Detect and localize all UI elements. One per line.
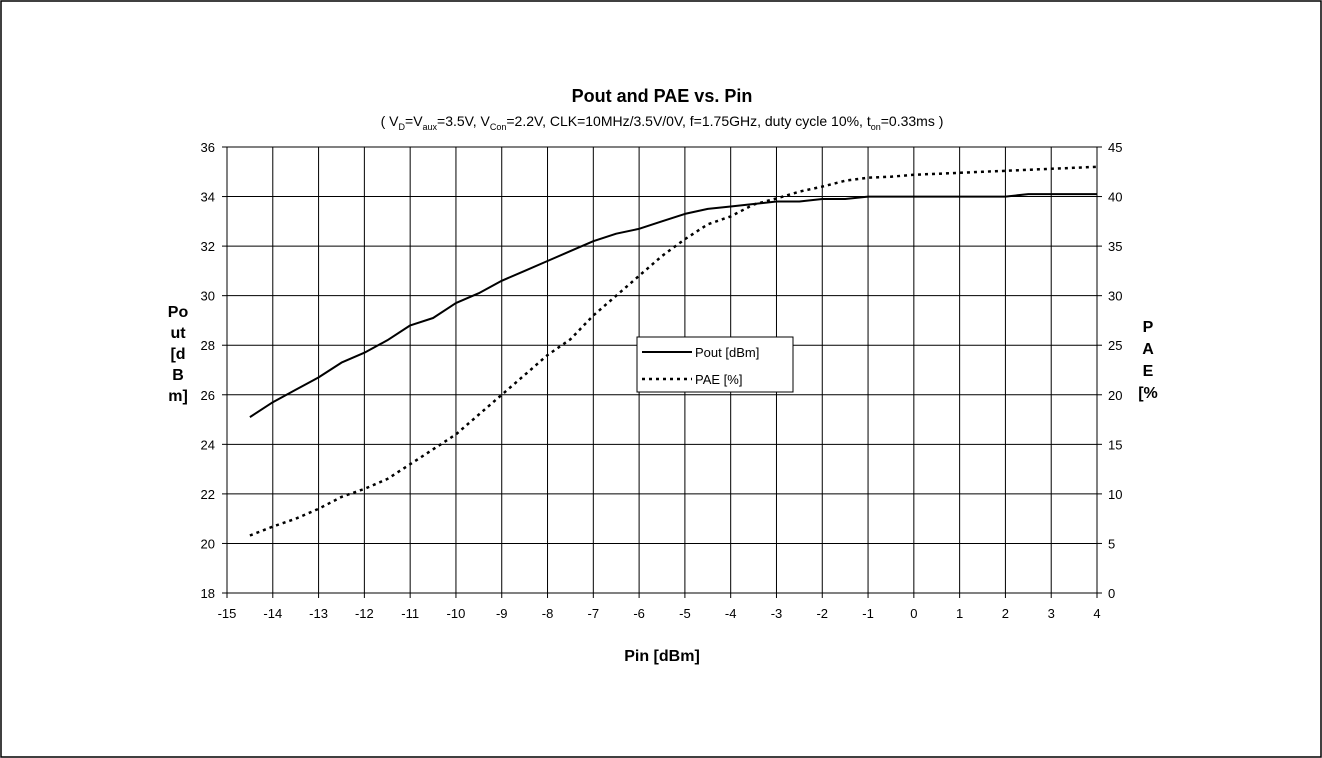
x-tick-label-15: 0 — [910, 606, 917, 621]
right-y-axis-title-line-1: A — [1142, 341, 1154, 358]
x-tick-label-18: 3 — [1048, 606, 1055, 621]
x-tick-label-6: -9 — [496, 606, 508, 621]
right-y-tick-label-7: 35 — [1108, 239, 1122, 254]
left-y-axis-title-line-1: ut — [170, 325, 186, 342]
chart-title: Pout and PAE vs. Pin — [572, 86, 753, 106]
x-tick-label-17: 2 — [1002, 606, 1009, 621]
right-y-axis-title-line-2: E — [1143, 363, 1154, 380]
left-y-axis-title-line-0: Po — [168, 304, 189, 321]
x-tick-label-9: -6 — [633, 606, 645, 621]
x-tick-label-0: -15 — [218, 606, 237, 621]
left-y-tick-label-6: 30 — [201, 289, 215, 304]
x-tick-label-13: -2 — [816, 606, 828, 621]
right-y-tick-label-0: 0 — [1108, 586, 1115, 601]
left-y-axis-title-line-3: B — [172, 367, 184, 384]
chart-subtitle: ( VD=Vaux=3.5V, VCon=2.2V, CLK=10MHz/3.5… — [381, 113, 944, 132]
left-y-axis-ticks: 18 20 22 24 26 28 30 32 34 36 — [201, 140, 227, 601]
right-y-tick-label-8: 40 — [1108, 190, 1122, 205]
plot-area-border — [226, 146, 1098, 594]
series-line-pae — [249, 165, 1098, 537]
x-tick-label-7: -8 — [542, 606, 554, 621]
left-y-tick-label-5: 28 — [201, 338, 215, 353]
x-tick-label-2: -13 — [309, 606, 328, 621]
left-y-axis-title: Po ut [d Bm] — [168, 304, 189, 405]
x-tick-label-11: -4 — [725, 606, 737, 621]
right-y-tick-label-5: 25 — [1108, 338, 1122, 353]
legend: Pout [dBm] PAE [%] — [636, 336, 794, 393]
right-y-axis-ticks: 0 5 10 15 20 25 30 35 40 45 — [1097, 140, 1122, 601]
left-y-tick-label-8: 34 — [201, 190, 215, 205]
x-axis-title: Pin [dBm] — [624, 648, 700, 665]
left-y-tick-label-9: 36 — [201, 140, 215, 155]
legend-box — [636, 336, 794, 393]
x-tick-label-5: -10 — [447, 606, 466, 621]
right-y-axis-title: PAE [% — [1138, 319, 1158, 402]
series-line-pout — [249, 193, 1097, 418]
x-tick-label-12: -3 — [771, 606, 783, 621]
left-y-axis-title-line-4: m] — [168, 388, 188, 405]
right-y-axis-title-line-3: [% — [1138, 385, 1158, 402]
x-tick-label-14: -1 — [862, 606, 874, 621]
x-tick-label-19: 4 — [1093, 606, 1100, 621]
left-y-axis-title-line-2: [d — [170, 346, 185, 363]
right-y-tick-label-2: 10 — [1108, 487, 1122, 502]
right-y-tick-label-3: 15 — [1108, 437, 1122, 452]
right-y-axis-title-line-0: P — [1143, 319, 1154, 336]
x-tick-label-8: -7 — [588, 606, 600, 621]
x-tick-label-3: -12 — [355, 606, 374, 621]
left-y-tick-label-4: 26 — [201, 388, 215, 403]
left-y-tick-label-0: 18 — [201, 586, 215, 601]
x-tick-label-1: -14 — [263, 606, 282, 621]
legend-label-pout: Pout [dBm] — [695, 345, 759, 360]
left-y-tick-label-1: 20 — [201, 536, 215, 551]
left-y-tick-label-3: 24 — [201, 437, 215, 452]
right-y-tick-label-9: 45 — [1108, 140, 1122, 155]
series-lines — [249, 165, 1098, 537]
legend-label-pae: PAE [%] — [695, 372, 742, 387]
x-tick-label-10: -5 — [679, 606, 691, 621]
x-tick-label-4: -11 — [401, 606, 419, 621]
right-y-tick-label-1: 5 — [1108, 536, 1115, 551]
right-y-tick-label-6: 30 — [1108, 289, 1122, 304]
x-axis-ticks: -15 -14 -13 -12 -11 -10 -9 -8 -7 -6 -5 -4 -3 -2 -1 0 1 2 3… — [218, 593, 1101, 621]
left-y-tick-label-2: 22 — [201, 487, 215, 502]
left-y-tick-label-7: 32 — [201, 239, 215, 254]
x-tick-label-16: 1 — [956, 606, 963, 621]
right-y-tick-label-4: 20 — [1108, 388, 1122, 403]
